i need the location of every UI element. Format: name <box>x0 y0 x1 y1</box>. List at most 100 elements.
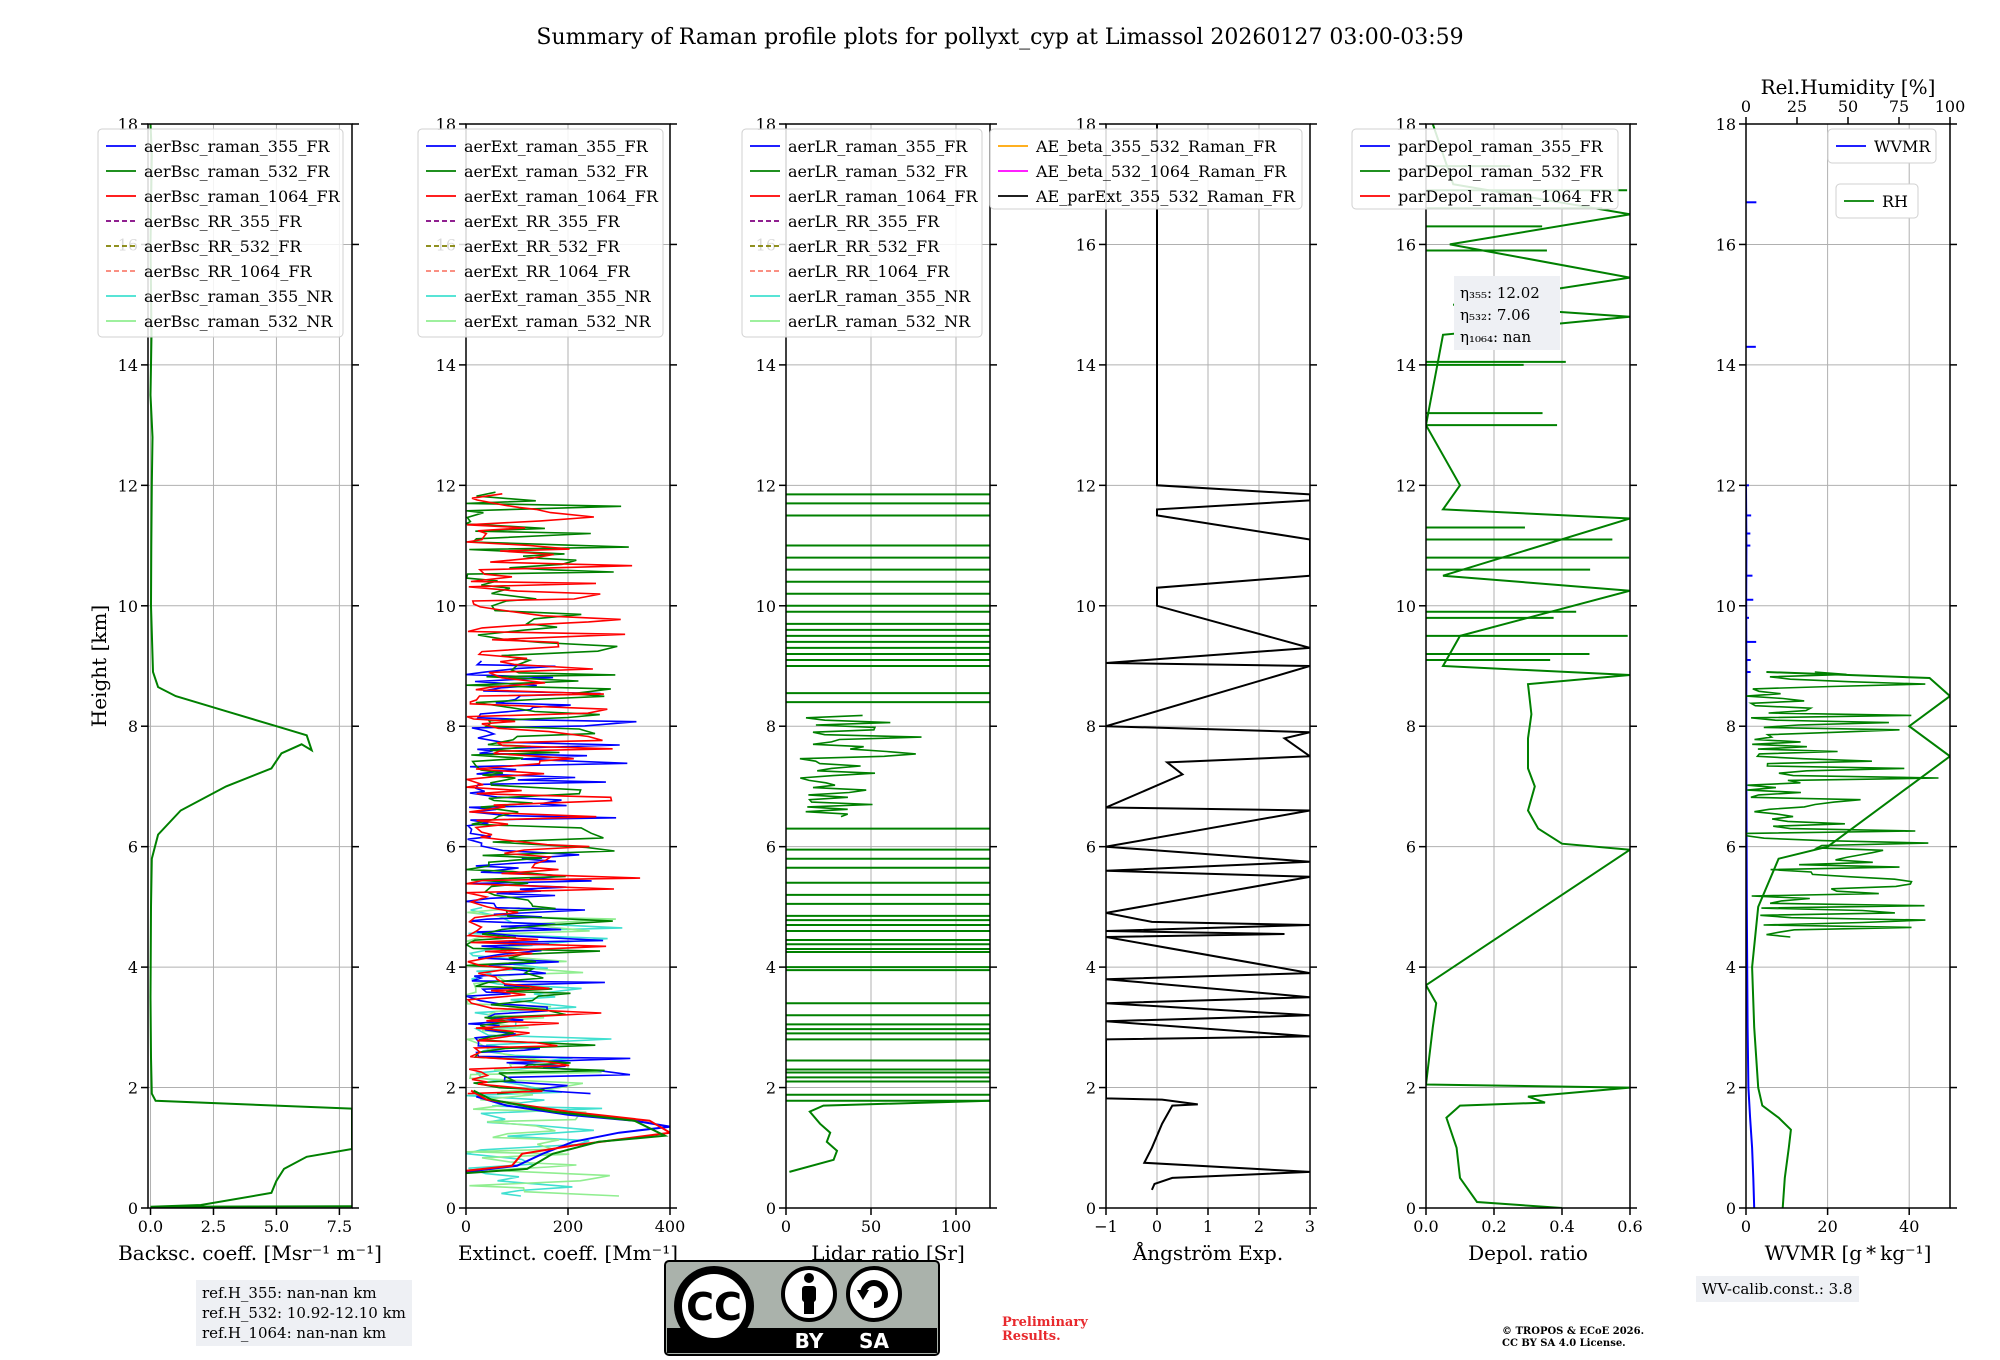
legend-lr: aerLR_raman_355_FR aerLR_raman_532_FR aerL… <box>741 128 983 338</box>
legend-box-wvmr <box>1827 128 1937 164</box>
legend-entry: aerExt_RR_1064_FR <box>464 262 631 281</box>
wv-calibration-box: WV-calib.const.: 3.8 <box>1696 1276 1859 1302</box>
y-tick-label: 10 <box>1396 597 1416 616</box>
y-tick-label: 12 <box>436 476 456 495</box>
y-tick-label: 12 <box>756 476 776 495</box>
y-tick-label: 0 <box>1086 1199 1096 1218</box>
legend-entry: aerLR_RR_532_FR <box>788 237 940 256</box>
series-aerLR_raman_532_FR-detail <box>799 714 922 818</box>
legend-entry: AE_parExt_355_532_Raman_FR <box>1035 187 1296 206</box>
series-group <box>466 491 670 1197</box>
series-aerExt_raman_355_FR <box>466 1095 670 1173</box>
y-tick-label: 10 <box>118 597 138 616</box>
legend-entry: RH <box>1882 192 1908 211</box>
y-tick-label: 0 <box>128 1199 138 1218</box>
legend-entry: aerExt_raman_532_NR <box>464 312 652 331</box>
legend-box <box>1351 128 1619 210</box>
axes-frame <box>1745 123 1951 1209</box>
legend-entry: aerLR_RR_1064_FR <box>788 262 950 281</box>
copyright-note: © TROPOS & ECoE 2026. CC BY SA 4.0 Licen… <box>1502 1326 1644 1350</box>
x-axis-label: Depol. ratio <box>1468 1241 1588 1265</box>
legend-box <box>989 128 1303 210</box>
legend-entry: AE_beta_532_1064_Raman_FR <box>1035 162 1287 181</box>
legend-entry: aerLR_raman_532_FR <box>788 162 968 181</box>
x-tick-label: 400 <box>655 1217 686 1236</box>
y-tick-label: 12 <box>1076 476 1096 495</box>
top-x-tick-label: 0 <box>1741 97 1751 116</box>
series-aerExt_raman_532_FR <box>466 491 629 1095</box>
figure-title: Summary of Raman profile plots for polly… <box>536 25 1463 50</box>
x-tick-label: −1 <box>1094 1217 1118 1236</box>
series-aerLR_raman_532_FR <box>789 1099 990 1173</box>
y-tick-label: 6 <box>766 838 776 857</box>
x-tick-label: 2.5 <box>201 1217 226 1236</box>
y-tick-label: 0 <box>766 1199 776 1218</box>
y-tick-label: 2 <box>766 1079 776 1098</box>
legend-entry: aerLR_raman_532_NR <box>788 312 971 331</box>
panel-ext: 0246810121416180200400Extinct. coeff. [M… <box>417 115 686 1265</box>
x-tick-label: 3 <box>1305 1217 1315 1236</box>
legend-entry: aerBsc_RR_532_FR <box>144 237 302 256</box>
cc-by-sa-logo: CC BY SA <box>664 1260 940 1356</box>
series-aerExt_raman_532_FR <box>466 1089 669 1175</box>
legend-entry: aerBsc_RR_1064_FR <box>144 262 313 281</box>
y-tick-label: 0 <box>1406 1199 1416 1218</box>
top-x-tick-label: 75 <box>1889 97 1909 116</box>
y-tick-label: 4 <box>128 958 138 977</box>
by-text: BY <box>795 1329 824 1353</box>
legend-box <box>417 128 664 338</box>
annotation-line: η₅₃₂: 7.06 <box>1460 306 1530 324</box>
series-aerExt_raman_1064_FR <box>466 493 641 1095</box>
top-x-tick-label: 50 <box>1838 97 1858 116</box>
legend-box-rh <box>1835 183 1919 219</box>
y-tick-label: 16 <box>1076 235 1096 254</box>
y-tick-label: 10 <box>1716 597 1736 616</box>
y-axis-label: Height [km] <box>87 605 111 727</box>
sa-text: SA <box>859 1329 889 1353</box>
x-tick-label: 2 <box>1254 1217 1264 1236</box>
y-tick-label: 6 <box>128 838 138 857</box>
y-tick-label: 12 <box>118 476 138 495</box>
x-tick-label: 1 <box>1203 1217 1213 1236</box>
legend-entry: WVMR <box>1874 137 1931 156</box>
y-tick-label: 14 <box>436 356 456 375</box>
y-tick-label: 8 <box>1406 717 1416 736</box>
legend-entry: parDepol_raman_532_FR <box>1398 162 1604 181</box>
legend-wv: WVMR RH <box>1827 128 1937 219</box>
y-tick-label: 14 <box>1076 356 1096 375</box>
y-tick-label: 14 <box>1716 356 1736 375</box>
y-tick-label: 2 <box>1086 1079 1096 1098</box>
y-tick-label: 8 <box>766 717 776 736</box>
copyright-line-2: CC BY SA 4.0 License. <box>1502 1338 1626 1349</box>
ref-h-1064: ref.H_1064: nan-nan km <box>202 1324 387 1342</box>
panel-wv: 0 2 4 6 8 10 12 14 16 18 0 20 40 WVMR [g * kg⁻¹] 0 25 50… <box>1716 75 1966 1265</box>
legend-entry: parDepol_raman_1064_FR <box>1398 187 1614 206</box>
legend-entry: aerExt_raman_355_NR <box>464 287 652 306</box>
x-tick-label: 0 <box>461 1217 471 1236</box>
legend-entry: aerExt_raman_532_FR <box>464 162 649 181</box>
series-aerBsc_raman_532_FR <box>149 124 352 1208</box>
x-tick-label: 0.0 <box>138 1217 163 1236</box>
y-tick-label: 12 <box>1396 476 1416 495</box>
legend-bsc: aerBsc_raman_355_FR aerBsc_raman_532_FRae… <box>97 128 344 338</box>
x-tick-label: 0 <box>1152 1217 1162 1236</box>
y-tick-label: 0 <box>1726 1199 1736 1218</box>
series-group <box>1746 201 1950 1208</box>
top-x-tick-label: 25 <box>1787 97 1807 116</box>
legend-box <box>97 128 344 338</box>
axes-frame <box>147 123 353 1209</box>
legend-ext: aerExt_raman_355_FR aerExt_raman_532_FRae… <box>417 128 664 338</box>
legend-entry: aerBsc_RR_355_FR <box>144 212 302 231</box>
x-tick-label: 0 <box>781 1217 791 1236</box>
axes-frame <box>1425 123 1631 1209</box>
top-axis-label: Rel.Humidity [%] <box>1761 75 1936 99</box>
x-tick-label: 7.5 <box>327 1217 352 1236</box>
depol-annotation: η₃₅₅: 12.02 η₅₃₂: 7.06 η₁₀₆₄: nan <box>1454 276 1560 350</box>
x-tick-label: 5.0 <box>264 1217 289 1236</box>
y-tick-label: 6 <box>446 838 456 857</box>
y-tick-label: 14 <box>1396 356 1416 375</box>
series-RH-detail <box>1746 671 1939 938</box>
y-tick-label: 8 <box>1726 717 1736 736</box>
